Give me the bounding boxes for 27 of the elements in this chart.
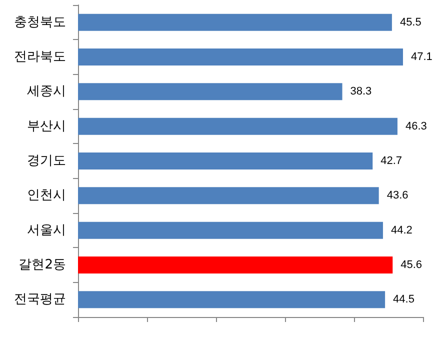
bar [78,14,392,31]
data-label: 43.6 [386,190,408,202]
y-tick-label: 인천시 [27,188,66,204]
y-tick-label: 전국평균 [14,292,66,308]
y-tick-label: 부산시 [27,118,66,134]
y-tick-label: 전라북도 [14,50,66,64]
y-tick-label: 서울시 [27,222,66,238]
bar [78,152,373,170]
bar [78,48,403,66]
data-label: 47.1 [410,51,432,63]
y-tick-label: 충청북도 [14,14,66,30]
y-tick-label: 갈현2동 [18,258,66,272]
y-tick-label: 경기도 [27,154,66,168]
data-label: 45.6 [400,259,422,271]
bar [78,256,393,274]
data-label: 42.7 [380,155,402,167]
data-label: 46.3 [405,120,427,132]
y-tick-label: 세종시 [27,84,66,100]
bar [78,222,383,239]
bar [78,83,342,100]
bar [78,291,386,308]
data-label: 38.3 [350,86,372,98]
bar [78,118,398,135]
data-label: 44.2 [390,224,412,236]
data-label: 44.5 [393,294,414,306]
data-label: 45.5 [400,16,422,28]
bar [78,187,379,204]
